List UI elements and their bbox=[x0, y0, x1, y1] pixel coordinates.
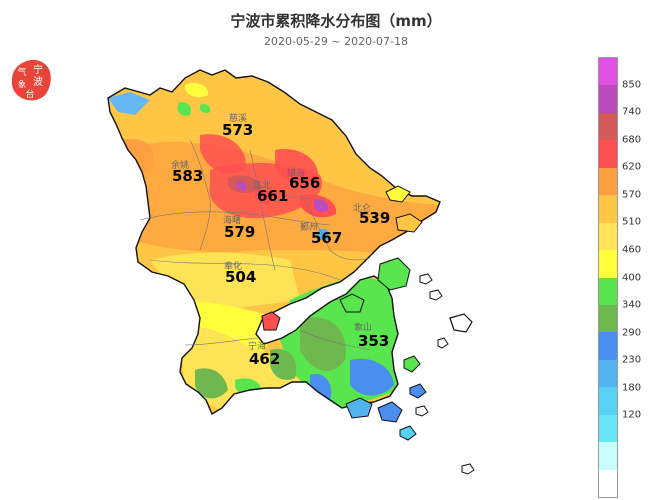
legend-swatch bbox=[599, 85, 617, 113]
legend-swatch bbox=[599, 222, 617, 251]
legend-swatch bbox=[599, 195, 617, 223]
legend-label: 850 bbox=[622, 79, 642, 91]
district-label-xiangshan: 象山 bbox=[354, 321, 372, 333]
value-label-xiangshan: 353 bbox=[358, 332, 389, 350]
district-label-yuyao: 余姚 bbox=[171, 159, 189, 171]
legend-label: 460 bbox=[622, 244, 642, 256]
legend-swatch bbox=[599, 332, 617, 360]
legend-swatch bbox=[599, 359, 617, 388]
district-label-beilun: 北仑 bbox=[353, 202, 371, 214]
legend-swatch bbox=[599, 167, 617, 196]
legend-label: 740 bbox=[622, 106, 642, 118]
district-label-cixi: 慈溪 bbox=[229, 112, 247, 124]
value-label-jiangbei: 661 bbox=[257, 187, 288, 205]
district-label-yinzhou: 鄞州 bbox=[300, 221, 318, 233]
seal-char-3: 宁 bbox=[33, 63, 43, 76]
legend-label: 180 bbox=[622, 382, 642, 394]
legend-labels: 850 740 680 620 570 510 460 400 340 290 230 180 120 bbox=[622, 57, 662, 498]
value-label-cixi: 573 bbox=[222, 121, 253, 139]
value-label-beilun: 539 bbox=[359, 209, 390, 227]
district-label-jiangbei: 江北 bbox=[253, 180, 271, 191]
district-labels: 慈溪 余姚 镇海 江北 海曙 北仑 鄞州 奉化 象山 宁海 bbox=[171, 112, 372, 352]
legend-swatch bbox=[599, 250, 617, 278]
legend-label: 400 bbox=[622, 272, 642, 283]
district-label-ninghai: 宁海 bbox=[248, 340, 266, 352]
legend-swatch bbox=[599, 140, 617, 168]
map-title: 宁波市累积降水分布图（mm） bbox=[230, 12, 442, 30]
seal-char-4: 波 bbox=[33, 75, 43, 88]
legend-swatch bbox=[599, 442, 617, 470]
seal-char-1: 气 bbox=[17, 66, 26, 78]
seal-logo: 气 象 宁 波 台 bbox=[11, 59, 51, 101]
value-labels: 573 583 656 661 539 579 567 504 353 462 bbox=[172, 121, 390, 368]
legend-swatch bbox=[599, 469, 617, 497]
legend-swatch bbox=[599, 414, 617, 443]
district-label-zhenhai: 镇海 bbox=[287, 167, 305, 179]
district-boundaries bbox=[139, 139, 371, 351]
legend-label: 230 bbox=[622, 354, 642, 366]
value-label-haishu: 579 bbox=[224, 223, 255, 241]
legend-swatch bbox=[599, 58, 617, 86]
legend-label: 570 bbox=[622, 189, 642, 201]
islands bbox=[261, 185, 475, 475]
legend-swatch bbox=[599, 304, 617, 333]
legend-label: 120 bbox=[622, 409, 642, 421]
date-range: 2020-05-29 ~ 2020-07-18 bbox=[263, 35, 409, 48]
value-label-yuyao: 583 bbox=[172, 167, 203, 185]
value-label-ninghai: 462 bbox=[249, 350, 280, 368]
legend-swatch bbox=[599, 112, 617, 141]
value-label-yinzhou: 567 bbox=[311, 229, 342, 247]
legend-label: 340 bbox=[622, 299, 642, 311]
value-label-zhenhai: 656 bbox=[289, 174, 320, 192]
legend-label: 510 bbox=[622, 216, 642, 228]
legend-label: 290 bbox=[622, 327, 642, 339]
seal-char-5: 台 bbox=[25, 88, 34, 100]
legend-swatch bbox=[599, 277, 617, 305]
legend-label: 680 bbox=[622, 134, 642, 146]
value-label-fenghua: 504 bbox=[225, 268, 256, 286]
district-label-haishu: 海曙 bbox=[223, 214, 241, 226]
color-legend bbox=[598, 57, 618, 498]
seal-char-2: 象 bbox=[18, 79, 26, 89]
legend-swatch bbox=[599, 387, 617, 415]
legend-label: 620 bbox=[622, 161, 642, 173]
district-label-fenghua: 奉化 bbox=[224, 260, 242, 272]
